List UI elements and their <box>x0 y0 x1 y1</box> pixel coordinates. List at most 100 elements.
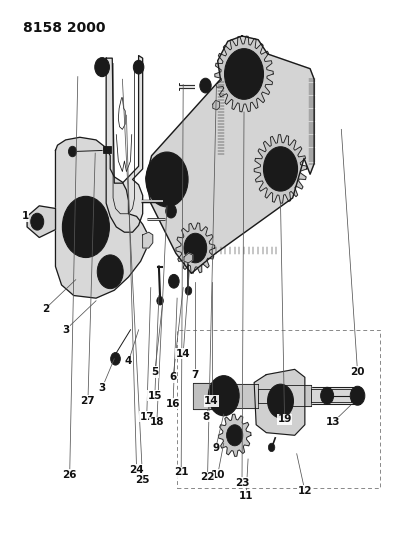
Circle shape <box>263 147 298 191</box>
Polygon shape <box>254 369 305 435</box>
Circle shape <box>146 152 188 207</box>
Circle shape <box>157 296 163 305</box>
Text: 25: 25 <box>135 475 150 485</box>
Circle shape <box>111 352 120 365</box>
Circle shape <box>31 213 44 230</box>
Circle shape <box>236 77 240 83</box>
Circle shape <box>219 390 229 402</box>
Polygon shape <box>193 383 212 409</box>
Text: 6: 6 <box>169 372 177 382</box>
Text: 23: 23 <box>235 478 249 488</box>
Text: 17: 17 <box>139 412 154 422</box>
Circle shape <box>169 208 173 214</box>
Text: 14: 14 <box>176 349 191 359</box>
Circle shape <box>224 49 263 99</box>
Text: 19: 19 <box>277 415 292 424</box>
Text: 26: 26 <box>62 470 77 480</box>
Polygon shape <box>176 223 215 273</box>
Circle shape <box>164 175 170 184</box>
Text: 2: 2 <box>42 304 49 314</box>
Text: 12: 12 <box>298 486 312 496</box>
Text: 15: 15 <box>148 391 162 401</box>
Circle shape <box>169 274 179 288</box>
Text: 8158 2000: 8158 2000 <box>23 21 106 35</box>
Polygon shape <box>213 100 220 110</box>
Bar <box>177 330 380 488</box>
Circle shape <box>274 175 277 180</box>
Circle shape <box>69 146 76 157</box>
Text: 9: 9 <box>212 443 219 454</box>
Text: 22: 22 <box>200 472 215 482</box>
Circle shape <box>185 287 192 295</box>
Text: 21: 21 <box>174 467 188 477</box>
Circle shape <box>321 387 334 404</box>
Text: 20: 20 <box>350 367 365 377</box>
Circle shape <box>242 71 246 77</box>
Polygon shape <box>146 36 314 273</box>
Circle shape <box>200 78 211 93</box>
Circle shape <box>152 159 182 199</box>
Polygon shape <box>254 135 307 203</box>
Circle shape <box>279 166 282 172</box>
Circle shape <box>79 219 92 236</box>
Polygon shape <box>27 206 55 238</box>
Text: 13: 13 <box>326 417 340 427</box>
Text: 1: 1 <box>21 212 29 221</box>
Circle shape <box>286 164 290 168</box>
Polygon shape <box>55 138 147 298</box>
Polygon shape <box>197 387 360 404</box>
Text: 7: 7 <box>192 369 199 379</box>
Circle shape <box>353 391 362 401</box>
Circle shape <box>284 175 287 180</box>
Circle shape <box>324 392 330 400</box>
Polygon shape <box>230 384 258 408</box>
Circle shape <box>208 376 239 416</box>
Text: 24: 24 <box>129 465 144 474</box>
Circle shape <box>236 65 240 70</box>
Circle shape <box>214 383 234 409</box>
Circle shape <box>160 170 174 189</box>
Text: 27: 27 <box>81 396 95 406</box>
Circle shape <box>277 397 284 405</box>
Circle shape <box>190 241 201 255</box>
Circle shape <box>62 196 109 257</box>
Circle shape <box>184 233 207 263</box>
Circle shape <box>101 65 104 69</box>
Polygon shape <box>219 414 251 456</box>
Circle shape <box>71 207 101 247</box>
Circle shape <box>104 147 108 152</box>
Circle shape <box>245 82 249 87</box>
Polygon shape <box>143 232 153 248</box>
Polygon shape <box>311 390 351 402</box>
Circle shape <box>245 61 249 67</box>
Circle shape <box>239 68 249 80</box>
Circle shape <box>273 392 288 410</box>
Text: 3: 3 <box>62 325 69 335</box>
Circle shape <box>231 430 239 441</box>
Text: 18: 18 <box>150 417 164 427</box>
Circle shape <box>35 218 40 225</box>
Polygon shape <box>279 385 311 406</box>
Circle shape <box>71 149 74 154</box>
Text: 16: 16 <box>166 399 180 409</box>
Circle shape <box>97 255 123 289</box>
Polygon shape <box>106 55 143 232</box>
Circle shape <box>250 71 254 77</box>
Polygon shape <box>212 388 230 403</box>
Text: 10: 10 <box>210 470 225 480</box>
Circle shape <box>99 62 106 72</box>
Circle shape <box>133 60 144 74</box>
Circle shape <box>171 278 176 285</box>
Circle shape <box>268 443 275 451</box>
Circle shape <box>279 156 282 160</box>
Circle shape <box>276 163 285 175</box>
Text: 14: 14 <box>204 396 219 406</box>
Circle shape <box>95 58 109 77</box>
Text: 8: 8 <box>202 412 209 422</box>
Text: 3: 3 <box>99 383 106 393</box>
Text: 11: 11 <box>239 491 253 501</box>
Circle shape <box>350 386 365 405</box>
Circle shape <box>166 204 176 218</box>
Text: 4: 4 <box>125 357 132 367</box>
Circle shape <box>226 425 243 446</box>
